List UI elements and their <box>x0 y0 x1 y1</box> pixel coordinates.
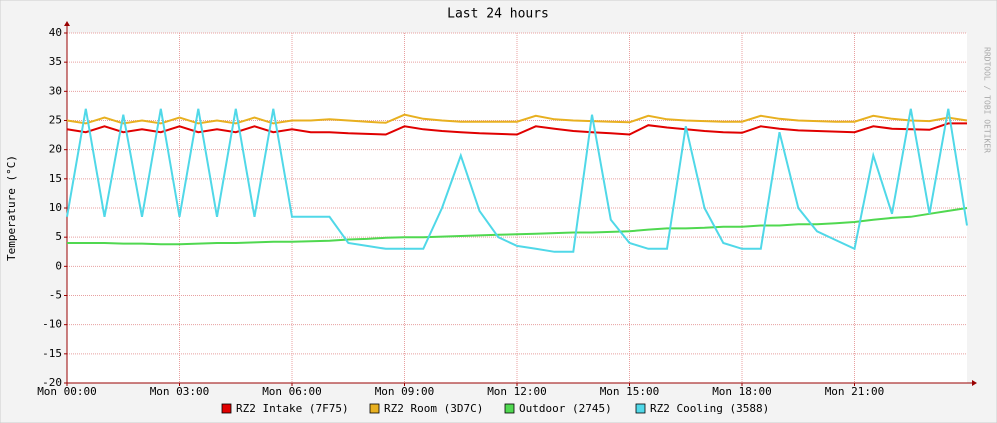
y-tick-label: 5 <box>55 230 62 243</box>
axis-arrow <box>972 380 977 386</box>
legend-swatch <box>369 403 380 414</box>
series-line <box>66 122 967 136</box>
legend-label: RZ2 Cooling (3588) <box>650 402 769 415</box>
series-line <box>66 113 968 125</box>
chart-title: Last 24 hours <box>447 7 549 22</box>
legend-label: RZ2 Room (3D7C) <box>384 402 483 415</box>
x-tick-label: Mon 15:00 <box>600 385 660 398</box>
x-tick-label: Mon 00:00 <box>37 385 97 398</box>
x-tick-label: Mon 06:00 <box>262 385 322 398</box>
y-tick-label: 10 <box>49 201 62 214</box>
x-tick-label: Mon 12:00 <box>487 385 547 398</box>
y-tick-label: -5 <box>49 289 62 302</box>
y-tick-label: -15 <box>42 347 62 360</box>
series-line <box>67 207 968 246</box>
y-tick-label: -10 <box>42 318 62 331</box>
axis-arrow <box>64 21 70 26</box>
y-tick-label: 40 <box>49 26 62 39</box>
series-line <box>66 108 968 253</box>
legend-label: Outdoor (2745) <box>519 402 612 415</box>
x-tick-label: Mon 21:00 <box>825 385 885 398</box>
legend-swatch <box>221 403 232 414</box>
x-tick-label: Mon 18:00 <box>712 385 772 398</box>
x-tick-label: Mon 03:00 <box>150 385 210 398</box>
y-tick-label: 15 <box>49 172 62 185</box>
y-tick-label: 35 <box>49 55 62 68</box>
y-tick-label: -20 <box>42 376 62 389</box>
watermark: RRDTOOL / TOBI OETIKER <box>983 47 992 153</box>
y-tick-label: 0 <box>55 259 62 272</box>
legend-swatch <box>504 403 515 414</box>
y-tick-label: 30 <box>49 84 62 97</box>
x-tick-label: Mon 09:00 <box>375 385 435 398</box>
y-axis-label: Temperature (°C) <box>5 155 18 261</box>
legend-label: RZ2 Intake (7F75) <box>236 402 349 415</box>
y-tick-label: 25 <box>49 114 62 127</box>
legend-swatch <box>635 403 646 414</box>
y-tick-label: 20 <box>49 143 62 156</box>
